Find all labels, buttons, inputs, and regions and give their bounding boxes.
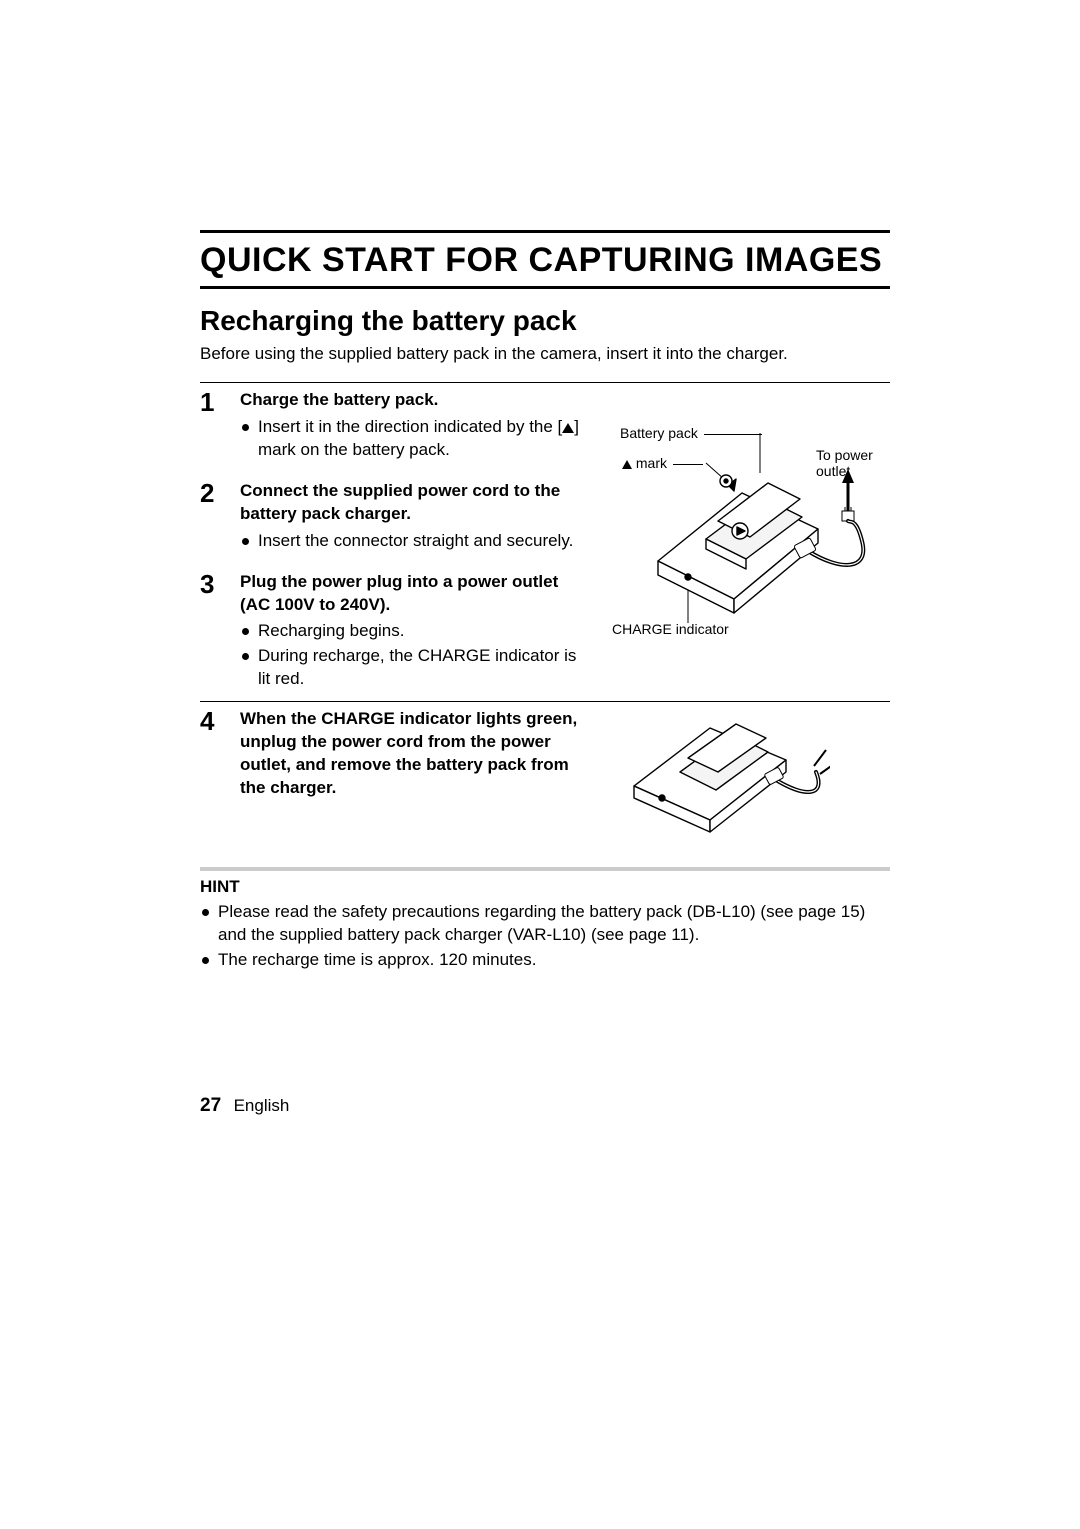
charger-diagram: Battery pack mark To power outlet CHARGE…: [610, 389, 890, 651]
bullet-text-a: Insert it in the direction indicated by …: [258, 417, 562, 436]
step-bullet: Insert it in the direction indicated by …: [240, 416, 586, 462]
page-footer: 27 English: [200, 1095, 289, 1117]
hint-title: HINT: [200, 877, 890, 897]
triangle-mark-icon: [562, 423, 574, 433]
manual-page: QUICK START FOR CAPTURING IMAGES Recharg…: [0, 0, 1080, 1529]
top-rule: [200, 230, 890, 233]
step-number: 1: [200, 389, 224, 415]
section-underline: [200, 286, 890, 289]
step-title: Charge the battery pack.: [240, 389, 586, 412]
charger-remove-diagram: [610, 708, 890, 843]
diagram-label-charge: CHARGE indicator: [612, 621, 729, 637]
step-bullet: Insert the connector straight and secure…: [240, 530, 586, 553]
hint-rule: [200, 867, 890, 871]
step-bullet: Recharging begins.: [240, 620, 586, 643]
page-language: English: [234, 1096, 290, 1115]
page-number: 27: [200, 1095, 221, 1116]
step-title: Connect the supplied power cord to the b…: [240, 480, 586, 526]
diagram-label-battery: Battery pack: [620, 425, 762, 441]
steps-1-3-block: 1 Charge the battery pack. Insert it in …: [200, 383, 890, 691]
step-title: Plug the power plug into a power outlet …: [240, 571, 586, 617]
subsection-title: Recharging the battery pack: [200, 305, 890, 337]
step-title: When the CHARGE indicator lights green, …: [240, 708, 586, 800]
diagram-label-mark: mark: [622, 455, 703, 471]
step-4: 4 When the CHARGE indicator lights green…: [200, 708, 586, 800]
step-1: 1 Charge the battery pack. Insert it in …: [200, 389, 586, 462]
step-4-block: 4 When the CHARGE indicator lights green…: [200, 702, 890, 843]
intro-text: Before using the supplied battery pack i…: [200, 343, 890, 366]
hint-bullet: Please read the safety precautions regar…: [200, 901, 890, 947]
step-2: 2 Connect the supplied power cord to the…: [200, 480, 586, 553]
charger-remove-svg-icon: [610, 708, 830, 838]
charger-body-icon: [658, 475, 818, 613]
hint-list: Please read the safety precautions regar…: [200, 901, 890, 972]
diagram-label-power: To power outlet: [816, 447, 886, 479]
step-number: 3: [200, 571, 224, 597]
hint-bullet: The recharge time is approx. 120 minutes…: [200, 949, 890, 972]
step-number: 2: [200, 480, 224, 506]
section-title: QUICK START FOR CAPTURING IMAGES: [200, 241, 890, 280]
step-bullet: During recharge, the CHARGE indicator is…: [240, 645, 586, 691]
step-3: 3 Plug the power plug into a power outle…: [200, 571, 586, 692]
step-number: 4: [200, 708, 224, 734]
triangle-mark-icon: [622, 460, 632, 469]
